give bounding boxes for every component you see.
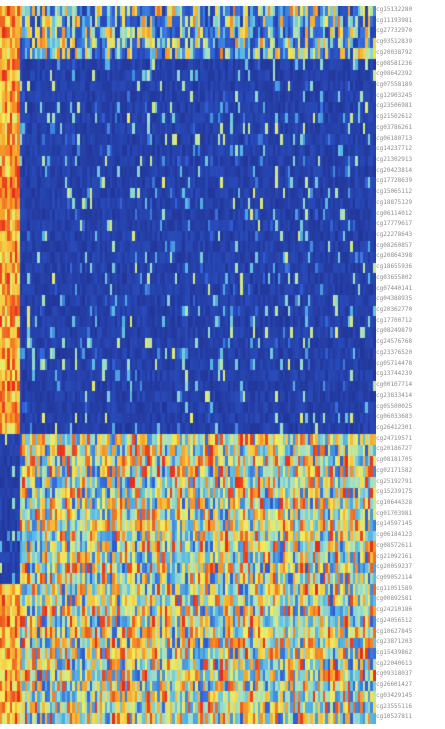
row-label: cg03786261: [376, 123, 413, 131]
row-label: cg24576768: [376, 338, 413, 346]
row-label: cg24719571: [376, 434, 413, 442]
row-label: cg21092161: [376, 552, 413, 560]
row-label: cg10644328: [376, 498, 413, 506]
row-label: cg06033683: [376, 413, 413, 421]
row-label: cg08181705: [376, 456, 413, 464]
row-label: cg23376520: [376, 348, 413, 356]
row-label: cg14597145: [376, 520, 413, 528]
row-label: cg23833414: [376, 391, 413, 399]
row-label: cg22278643: [376, 231, 413, 239]
row-label: cg03655802: [376, 273, 413, 281]
row-label: cg22040613: [376, 659, 413, 667]
row-label: cg08572611: [376, 541, 413, 549]
row-label: cg02171582: [376, 466, 413, 474]
row-label: cg24210186: [376, 606, 413, 614]
row-label: cg24056512: [376, 616, 413, 624]
row-label: cg09318037: [376, 670, 413, 678]
row-label: cg17728639: [376, 177, 413, 185]
row-label: cg05714478: [376, 359, 413, 367]
row-label: cg20038792: [376, 48, 413, 56]
row-label: cg15239175: [376, 488, 413, 496]
row-label: cg08642392: [376, 70, 413, 78]
row-label: cg04388935: [376, 295, 413, 303]
row-label: cg20059237: [376, 563, 413, 571]
row-label: cg10527811: [376, 713, 413, 721]
row-label: cg08249879: [376, 327, 413, 335]
row-label: cg06114012: [376, 209, 413, 217]
row-label: cg11193981: [376, 16, 413, 24]
row-label: cg21302913: [376, 156, 413, 164]
row-label: cg18655936: [376, 263, 413, 271]
row-label: cg17700712: [376, 316, 413, 324]
row-label: cg06184123: [376, 531, 413, 539]
row-label: cg15132280: [376, 6, 413, 13]
row-label: cg00892581: [376, 595, 413, 603]
row-label: cg15439862: [376, 648, 413, 656]
row-label-column: cg15132280 cg11193981 cg27732970 cg03512839…: [376, 6, 445, 724]
row-label: cg11051589: [376, 584, 413, 592]
row-label: cg20362770: [376, 306, 413, 314]
row-label: cg23871203: [376, 638, 413, 646]
row-label: cg17779617: [376, 220, 413, 228]
row-label: cg07558189: [376, 81, 413, 88]
row-label: cg20186727: [376, 445, 413, 453]
row-label: cg07440141: [376, 284, 413, 292]
row-label: cg08260857: [376, 241, 413, 249]
row-label: cg23555116: [376, 702, 413, 710]
row-label: cg00107714: [376, 381, 413, 389]
row-label: cg09052114: [376, 573, 413, 581]
row-label: cg10627845: [376, 627, 413, 635]
row-label: cg27732970: [376, 27, 413, 35]
row-label: cg01703981: [376, 509, 413, 517]
row-label: cg26601427: [376, 681, 413, 689]
row-label: cg18875129: [376, 198, 413, 206]
methylation-heatmap: [0, 6, 376, 724]
row-label: cg08581236: [376, 59, 413, 67]
row-label: cg03512839: [376, 38, 413, 46]
row-label: cg12903245: [376, 91, 413, 99]
row-label: cg15065112: [376, 188, 413, 196]
row-label: cg21502612: [376, 113, 413, 121]
row-label: cg13744239: [376, 370, 413, 378]
row-label: cg26412301: [376, 423, 413, 431]
row-label: cg25192791: [376, 477, 413, 485]
row-label: cg20423814: [376, 166, 413, 174]
row-label: cg03429145: [376, 691, 413, 699]
row-label: cg06180713: [376, 134, 413, 142]
row-label: cg05500025: [376, 402, 413, 410]
row-label: cg14237712: [376, 145, 413, 153]
row-label: cg23506981: [376, 102, 413, 110]
row-label: cg20864398: [376, 252, 413, 260]
